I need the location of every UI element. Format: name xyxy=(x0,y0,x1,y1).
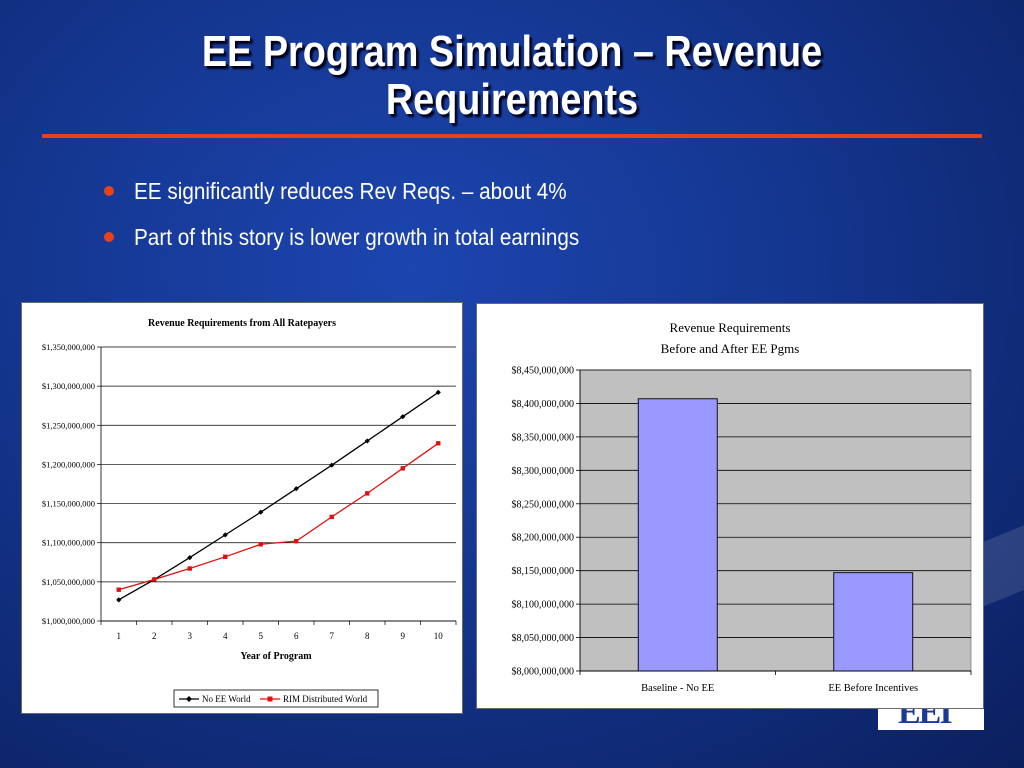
bar-chart-ytick-label: $8,150,000,000 xyxy=(512,566,575,577)
bullet-item: Part of this story is lower growth in to… xyxy=(104,214,629,260)
line-chart-title: Revenue Requirements from All Ratepayers xyxy=(148,318,336,329)
slide-title: EE Program Simulation – Revenue Requirem… xyxy=(201,27,823,124)
line-chart-ytick-label: $1,350,000,000 xyxy=(42,342,95,352)
bar-chart-ytick-label: $8,350,000,000 xyxy=(512,432,575,443)
line-chart-xtick-label: 9 xyxy=(401,631,406,641)
line-point xyxy=(435,389,441,396)
title-divider xyxy=(42,134,982,138)
line-chart-xtick-label: 1 xyxy=(117,631,122,641)
line-point xyxy=(258,509,264,515)
line-point xyxy=(329,462,335,468)
line-chart-ytick-label: $1,250,000,000 xyxy=(42,420,95,430)
bar-chart-panel: Revenue Requirements Before and After EE… xyxy=(476,303,984,709)
line-series-1 xyxy=(118,391,439,601)
line-chart-panel: Revenue Requirements from All Ratepayers… xyxy=(21,302,463,714)
line-point xyxy=(293,486,299,492)
line-point xyxy=(116,597,122,603)
line-point xyxy=(436,441,441,446)
line-chart-ytick-label: $1,150,000,000 xyxy=(42,499,95,509)
bar-chart-ytick-label: $8,100,000,000 xyxy=(512,600,575,611)
line-chart-xtick-label: 2 xyxy=(152,631,157,641)
bar-chart-ytick-label: $8,000,000,000 xyxy=(512,667,575,678)
line-point xyxy=(365,491,370,496)
line-point xyxy=(187,566,192,571)
bullet-dot-icon xyxy=(104,232,114,242)
line-chart-xtick-label: 6 xyxy=(294,631,299,641)
legend-label-no-ee: No EE World xyxy=(202,694,251,704)
line-point xyxy=(187,554,193,561)
bar-chart-title: Revenue Requirements xyxy=(670,320,791,335)
line-point xyxy=(152,577,157,582)
bullet-list: EE significantly reduces Rev Reqs. – abo… xyxy=(104,168,629,260)
line-chart-xtick-label: 10 xyxy=(434,631,444,641)
line-chart-xtick-label: 4 xyxy=(223,631,228,641)
legend-label-rim: RIM Distributed World xyxy=(283,694,368,704)
bar-chart-subtitle: Before and After EE Pgms xyxy=(661,341,800,356)
line-chart: Revenue Requirements from All Ratepayers… xyxy=(42,318,457,708)
bullet-dot-icon xyxy=(104,186,114,196)
bar-chart-category-label: Baseline - No EE xyxy=(641,683,714,694)
line-point xyxy=(258,542,263,547)
bar-chart: Revenue Requirements Before and After EE… xyxy=(512,320,972,694)
line-chart-xtick-label: 3 xyxy=(188,631,193,641)
line-chart-ytick-label: $1,000,000,000 xyxy=(42,616,95,626)
bar-2 xyxy=(833,572,914,672)
bar-chart-ytick-label: $8,300,000,000 xyxy=(512,466,575,477)
line-chart-legend: No EE World RIM Distributed World xyxy=(173,689,379,708)
line-point xyxy=(223,554,228,560)
line-chart-ytick-label: $1,200,000,000 xyxy=(42,459,95,469)
line-chart-xtick-label: 5 xyxy=(259,631,264,641)
bar-chart-ytick-label: $8,050,000,000 xyxy=(512,633,575,644)
bar-chart-ytick-label: $8,250,000,000 xyxy=(512,499,575,510)
line-point xyxy=(294,538,299,544)
line-chart-xlabel: Year of Program xyxy=(240,651,312,662)
line-chart-ytick-label: $1,100,000,000 xyxy=(42,538,95,548)
line-chart-xtick-label: 7 xyxy=(330,631,335,641)
bar-chart-ytick-label: $8,200,000,000 xyxy=(512,533,575,544)
line-chart-xtick-label: 8 xyxy=(365,631,370,641)
bar-chart-ytick-label: $8,400,000,000 xyxy=(512,399,575,410)
bar-1 xyxy=(637,398,718,672)
bar-chart-ytick-label: $8,450,000,000 xyxy=(512,366,575,377)
bar-chart-category-label: EE Before Incentives xyxy=(828,683,918,694)
line-chart-ytick-label: $1,050,000,000 xyxy=(42,577,95,587)
line-point xyxy=(116,587,121,592)
line-chart-ytick-label: $1,300,000,000 xyxy=(42,381,95,391)
line-point xyxy=(329,514,334,520)
line-point xyxy=(400,466,405,471)
bullet-item: EE significantly reduces Rev Reqs. – abo… xyxy=(104,168,629,214)
line-series-2 xyxy=(118,442,439,591)
